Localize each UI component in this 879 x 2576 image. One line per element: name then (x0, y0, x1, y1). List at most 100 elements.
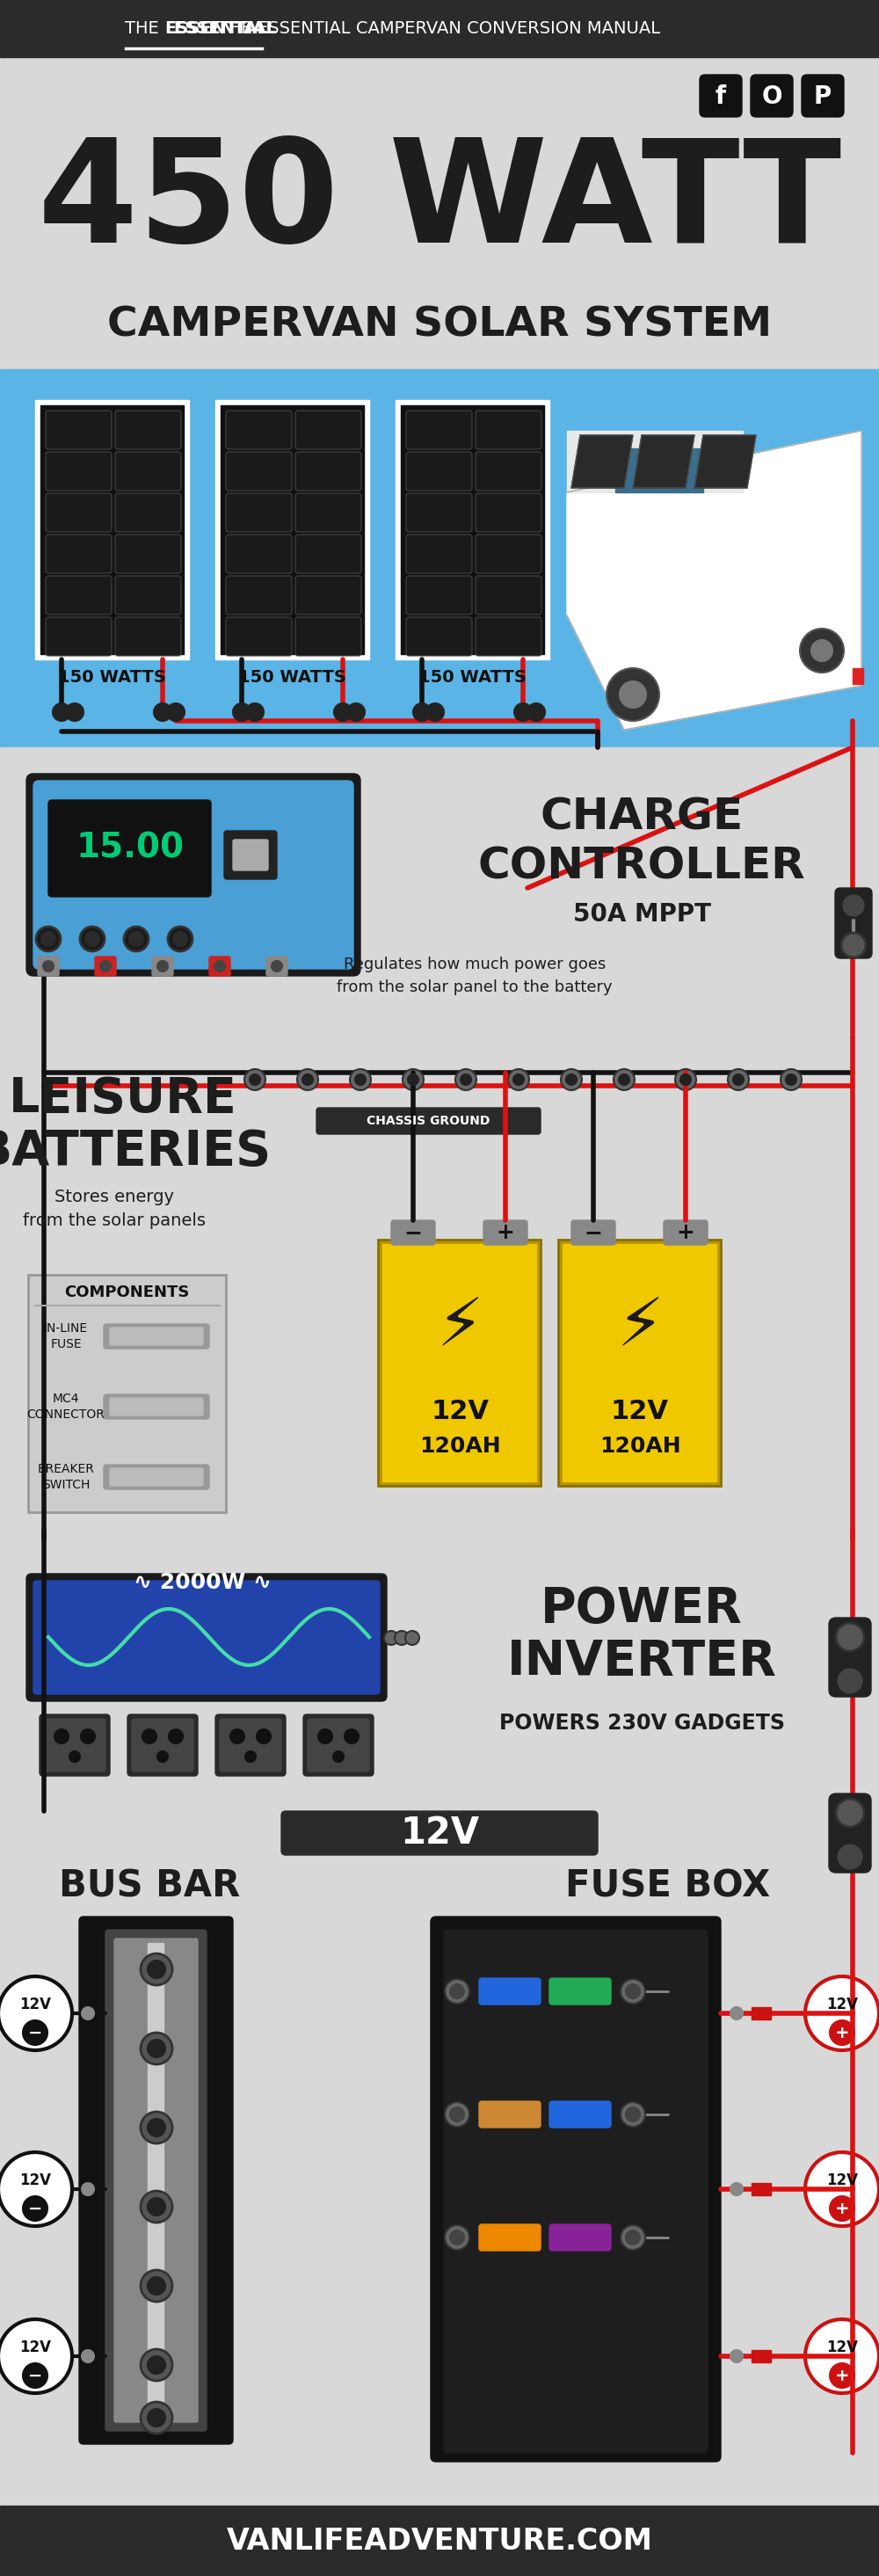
FancyBboxPatch shape (46, 492, 112, 531)
Text: 12V: 12V (19, 2172, 51, 2187)
Circle shape (80, 927, 105, 951)
Text: 450 WATT: 450 WATT (38, 131, 841, 273)
FancyBboxPatch shape (479, 2102, 541, 2128)
Bar (0, 1847, 879, 2506)
FancyBboxPatch shape (476, 410, 541, 448)
Text: LEISURE: LEISURE (9, 1074, 237, 1123)
Text: ⚡: ⚡ (616, 1296, 664, 1360)
Text: f: f (716, 85, 726, 108)
Circle shape (141, 1953, 172, 1986)
Circle shape (620, 683, 646, 708)
FancyBboxPatch shape (391, 1221, 435, 1244)
Bar (853, 667, 863, 685)
Bar (382, 1244, 536, 1481)
Circle shape (148, 2409, 165, 2427)
Text: 150 WATTS: 150 WATTS (418, 670, 526, 685)
FancyBboxPatch shape (829, 1618, 871, 1698)
Circle shape (355, 1074, 366, 1084)
FancyBboxPatch shape (26, 1574, 387, 1700)
Text: 12V: 12V (19, 2339, 51, 2354)
Bar (148, 1942, 163, 2419)
Circle shape (0, 2318, 72, 2393)
Circle shape (626, 1984, 640, 1999)
FancyBboxPatch shape (549, 2102, 611, 2128)
Circle shape (413, 703, 431, 721)
Text: POWERS 230V GADGETS: POWERS 230V GADGETS (499, 1713, 785, 1734)
Bar (752, 2349, 771, 2362)
FancyBboxPatch shape (110, 1399, 203, 1414)
Circle shape (173, 933, 187, 945)
Text: FUSE BOX: FUSE BOX (565, 1868, 771, 1904)
Circle shape (350, 1069, 371, 1090)
FancyBboxPatch shape (115, 410, 181, 448)
Circle shape (54, 1728, 69, 1744)
FancyBboxPatch shape (295, 410, 361, 448)
Circle shape (384, 1631, 398, 1646)
Circle shape (257, 1728, 271, 1744)
Text: 120AH: 120AH (599, 1435, 680, 1458)
Bar (221, 404, 364, 654)
Circle shape (82, 2349, 94, 2362)
Bar (0, 368, 879, 747)
Circle shape (141, 2032, 172, 2063)
Polygon shape (694, 435, 756, 487)
Text: CONTROLLER: CONTROLLER (478, 845, 805, 886)
Text: CAMPERVAN SOLAR SYSTEM: CAMPERVAN SOLAR SYSTEM (107, 307, 772, 345)
Text: CHARGE: CHARGE (540, 796, 744, 840)
Text: 12V: 12V (826, 2339, 858, 2354)
Circle shape (148, 1960, 165, 1978)
Circle shape (141, 2112, 172, 2143)
Circle shape (621, 1978, 645, 2004)
Circle shape (626, 2107, 640, 2123)
Text: −: − (404, 1221, 422, 1244)
Text: BUS BAR: BUS BAR (59, 1868, 240, 1904)
Circle shape (100, 961, 111, 971)
Circle shape (82, 2182, 94, 2195)
Polygon shape (571, 435, 633, 487)
Circle shape (841, 894, 866, 917)
Circle shape (805, 2151, 879, 2226)
Circle shape (85, 933, 99, 945)
FancyBboxPatch shape (266, 956, 287, 976)
FancyBboxPatch shape (295, 577, 361, 616)
FancyBboxPatch shape (549, 2223, 611, 2251)
Text: 120AH: 120AH (419, 1435, 500, 1458)
Circle shape (167, 703, 185, 721)
Circle shape (445, 1978, 469, 2004)
FancyBboxPatch shape (105, 1929, 207, 2432)
FancyBboxPatch shape (224, 832, 277, 878)
Circle shape (82, 2007, 94, 2020)
FancyBboxPatch shape (316, 1108, 541, 1133)
FancyBboxPatch shape (115, 451, 181, 489)
Bar (35, 399, 189, 659)
Text: 150 WATTS: 150 WATTS (58, 670, 165, 685)
FancyBboxPatch shape (479, 2223, 541, 2251)
Bar (0, 2506, 879, 2576)
Text: ⚡: ⚡ (436, 1296, 483, 1360)
Circle shape (619, 1074, 629, 1084)
Circle shape (805, 1976, 879, 2050)
Circle shape (129, 933, 143, 945)
Text: 50A MPPT: 50A MPPT (573, 902, 710, 927)
Text: 12V: 12V (826, 1996, 858, 2012)
Circle shape (527, 703, 545, 721)
FancyBboxPatch shape (110, 1468, 203, 1486)
FancyBboxPatch shape (664, 1221, 708, 1244)
Circle shape (214, 961, 225, 971)
Circle shape (408, 1074, 418, 1084)
FancyBboxPatch shape (104, 1466, 209, 1489)
Circle shape (157, 961, 168, 971)
FancyBboxPatch shape (571, 1221, 615, 1244)
Circle shape (154, 703, 171, 721)
FancyBboxPatch shape (233, 840, 268, 871)
FancyBboxPatch shape (406, 577, 472, 616)
Circle shape (148, 2277, 165, 2295)
FancyBboxPatch shape (406, 410, 472, 448)
FancyBboxPatch shape (152, 956, 173, 976)
Polygon shape (615, 448, 703, 492)
FancyBboxPatch shape (295, 451, 361, 489)
Circle shape (230, 1728, 244, 1744)
FancyBboxPatch shape (751, 75, 793, 116)
Circle shape (733, 1074, 744, 1084)
Circle shape (805, 2318, 879, 2393)
